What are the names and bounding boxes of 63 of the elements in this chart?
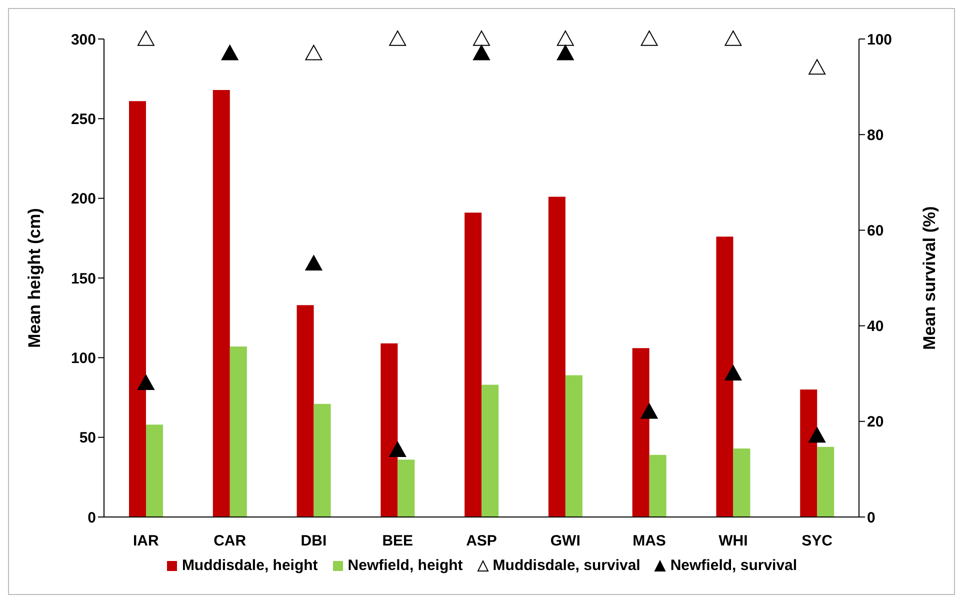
- y-tick-label: 50: [79, 430, 96, 447]
- bar: [398, 460, 415, 517]
- y-tick-label: 100: [70, 350, 96, 367]
- y-tick-label: 150: [70, 270, 96, 288]
- bar: [716, 236, 734, 517]
- point: [724, 365, 742, 380]
- point: [556, 44, 574, 60]
- point: [389, 30, 406, 46]
- y2-axis-title: Mean survival (%): [920, 206, 940, 350]
- y-axis-title: Mean height (cm): [25, 208, 44, 348]
- y-tick-label: 200: [70, 190, 96, 208]
- x-tick-label: CAR: [214, 532, 246, 550]
- x-tick-label: BEE: [382, 532, 414, 550]
- y2-tick-label: 80: [867, 126, 884, 144]
- bar: [649, 454, 666, 517]
- bar: [733, 448, 750, 517]
- bar: [314, 404, 331, 517]
- bar: [632, 348, 650, 517]
- y2-tick-label: 20: [867, 414, 884, 431]
- bar: [482, 384, 499, 517]
- bar: [464, 212, 482, 517]
- point: [808, 427, 826, 443]
- y2-tick-label: 0: [867, 509, 876, 526]
- y-tick-label: 300: [70, 31, 96, 48]
- bar: [230, 346, 247, 517]
- x-tick-label: WHI: [718, 532, 748, 550]
- point: [137, 374, 154, 390]
- y-tick-label: 0: [88, 509, 96, 526]
- bar: [565, 375, 582, 517]
- bar: [146, 424, 163, 517]
- point: [640, 403, 658, 419]
- y2-tick-label: 100: [867, 31, 892, 48]
- point: [137, 30, 154, 46]
- bar: [212, 90, 230, 517]
- point: [556, 30, 574, 46]
- y-tick-label: 250: [70, 110, 96, 128]
- y2-tick-label: 40: [867, 318, 884, 336]
- bar: [296, 305, 314, 517]
- bar: [800, 390, 818, 517]
- x-tick-label: MAS: [632, 532, 666, 550]
- bar: [817, 446, 834, 517]
- legend-label: Muddisdale, height: [180, 557, 318, 574]
- bar: [129, 101, 146, 517]
- legend-label: Muddisdale, survival: [492, 557, 640, 574]
- x-tick-label: IAR: [133, 532, 160, 550]
- x-tick-label: ASP: [466, 532, 497, 550]
- point: [724, 30, 742, 46]
- legend-label: Newfield, height: [346, 557, 463, 574]
- legend-label: Newfield, survival: [669, 557, 798, 574]
- point: [221, 44, 238, 60]
- bar: [548, 196, 566, 517]
- point: [808, 59, 826, 75]
- bar: [380, 343, 398, 517]
- point: [473, 30, 490, 46]
- y2-tick-label: 60: [867, 222, 884, 240]
- x-tick-label: GWI: [550, 532, 580, 550]
- x-tick-label: SYC: [802, 532, 833, 550]
- point: [305, 44, 322, 60]
- point: [389, 442, 406, 457]
- point: [305, 255, 322, 271]
- point: [473, 44, 490, 60]
- x-tick-label: DBI: [300, 532, 327, 550]
- point: [640, 30, 658, 46]
